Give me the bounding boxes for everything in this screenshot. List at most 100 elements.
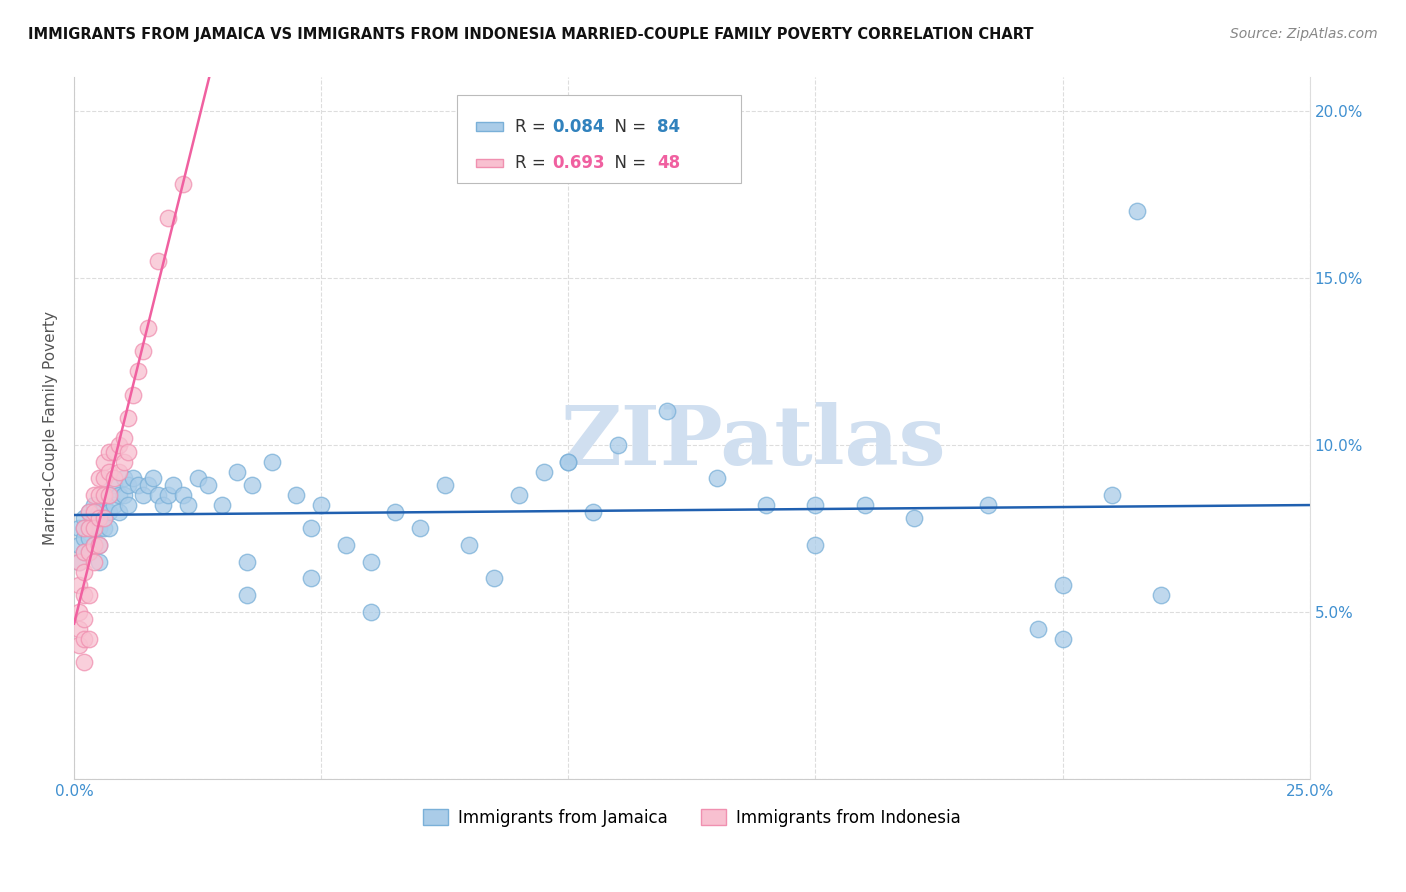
Point: [73, 521, 96, 535]
Point: [67, 578, 90, 592]
Point: [117, 411, 139, 425]
Point: [93, 521, 115, 535]
Point: [103, 498, 125, 512]
Point: [533, 465, 555, 479]
Text: ZIPatlas: ZIPatlas: [561, 402, 946, 483]
Point: [97, 521, 120, 535]
Point: [136, 478, 159, 492]
Point: [112, 471, 135, 485]
Point: [87, 538, 110, 552]
Legend: Immigrants from Jamaica, Immigrants from Indonesia: Immigrants from Jamaica, Immigrants from…: [416, 803, 967, 834]
Point: [117, 498, 139, 512]
Point: [77, 521, 100, 535]
Point: [93, 498, 115, 512]
Point: [309, 498, 332, 512]
Point: [360, 555, 382, 569]
Point: [236, 588, 259, 602]
Point: [107, 465, 129, 479]
Point: [103, 471, 125, 485]
Point: [73, 588, 96, 602]
Point: [142, 471, 165, 485]
Point: [606, 438, 628, 452]
Point: [83, 555, 105, 569]
FancyBboxPatch shape: [475, 159, 503, 167]
Point: [97, 444, 120, 458]
Point: [73, 565, 96, 579]
Point: [77, 632, 100, 646]
Point: [557, 454, 579, 468]
Point: [87, 538, 110, 552]
Point: [299, 572, 322, 586]
Point: [177, 498, 200, 512]
Point: [73, 655, 96, 669]
Text: R =: R =: [515, 153, 551, 172]
Point: [172, 178, 194, 192]
Point: [360, 605, 382, 619]
Point: [67, 538, 90, 552]
Point: [83, 538, 105, 552]
Point: [93, 471, 115, 485]
Point: [146, 254, 169, 268]
Point: [97, 488, 120, 502]
Point: [93, 454, 115, 468]
Point: [67, 555, 90, 569]
Point: [1052, 632, 1074, 646]
Point: [93, 488, 115, 502]
Point: [226, 465, 249, 479]
Point: [97, 465, 120, 479]
Point: [236, 555, 259, 569]
Point: [103, 444, 125, 458]
Point: [285, 488, 308, 502]
Point: [299, 521, 322, 535]
Point: [67, 605, 90, 619]
Point: [706, 471, 728, 485]
Point: [657, 404, 679, 418]
Point: [117, 478, 139, 492]
Text: 0.693: 0.693: [553, 153, 605, 172]
Point: [335, 538, 357, 552]
Point: [122, 471, 145, 485]
Point: [97, 505, 120, 519]
Point: [73, 532, 96, 546]
Point: [83, 505, 105, 519]
Point: [112, 454, 135, 468]
Text: IMMIGRANTS FROM JAMAICA VS IMMIGRANTS FROM INDONESIA MARRIED-COUPLE FAMILY POVER: IMMIGRANTS FROM JAMAICA VS IMMIGRANTS FR…: [28, 27, 1033, 42]
Point: [77, 505, 100, 519]
Point: [77, 545, 100, 559]
Text: 48: 48: [657, 153, 681, 172]
Point: [240, 478, 263, 492]
Point: [73, 611, 96, 625]
Point: [1150, 588, 1173, 602]
Point: [557, 454, 579, 468]
Point: [73, 545, 96, 559]
Text: Source: ZipAtlas.com: Source: ZipAtlas.com: [1230, 27, 1378, 41]
Point: [211, 498, 233, 512]
Point: [77, 505, 100, 519]
Point: [67, 555, 90, 569]
Y-axis label: Married-Couple Family Poverty: Married-Couple Family Poverty: [44, 311, 58, 545]
Point: [117, 444, 139, 458]
Point: [409, 521, 432, 535]
Point: [77, 545, 100, 559]
Point: [87, 471, 110, 485]
Point: [107, 488, 129, 502]
Point: [73, 511, 96, 525]
Point: [1026, 622, 1049, 636]
Point: [87, 488, 110, 502]
Point: [87, 511, 110, 525]
Point: [132, 344, 155, 359]
Point: [93, 511, 115, 525]
Point: [67, 521, 90, 535]
Point: [103, 478, 125, 492]
Text: N =: N =: [605, 118, 651, 136]
Point: [73, 545, 96, 559]
Point: [903, 511, 925, 525]
Point: [107, 505, 129, 519]
Point: [853, 498, 876, 512]
Point: [107, 438, 129, 452]
Point: [755, 498, 778, 512]
Point: [77, 588, 100, 602]
Point: [67, 638, 90, 652]
Text: 0.084: 0.084: [553, 118, 605, 136]
Point: [197, 478, 219, 492]
